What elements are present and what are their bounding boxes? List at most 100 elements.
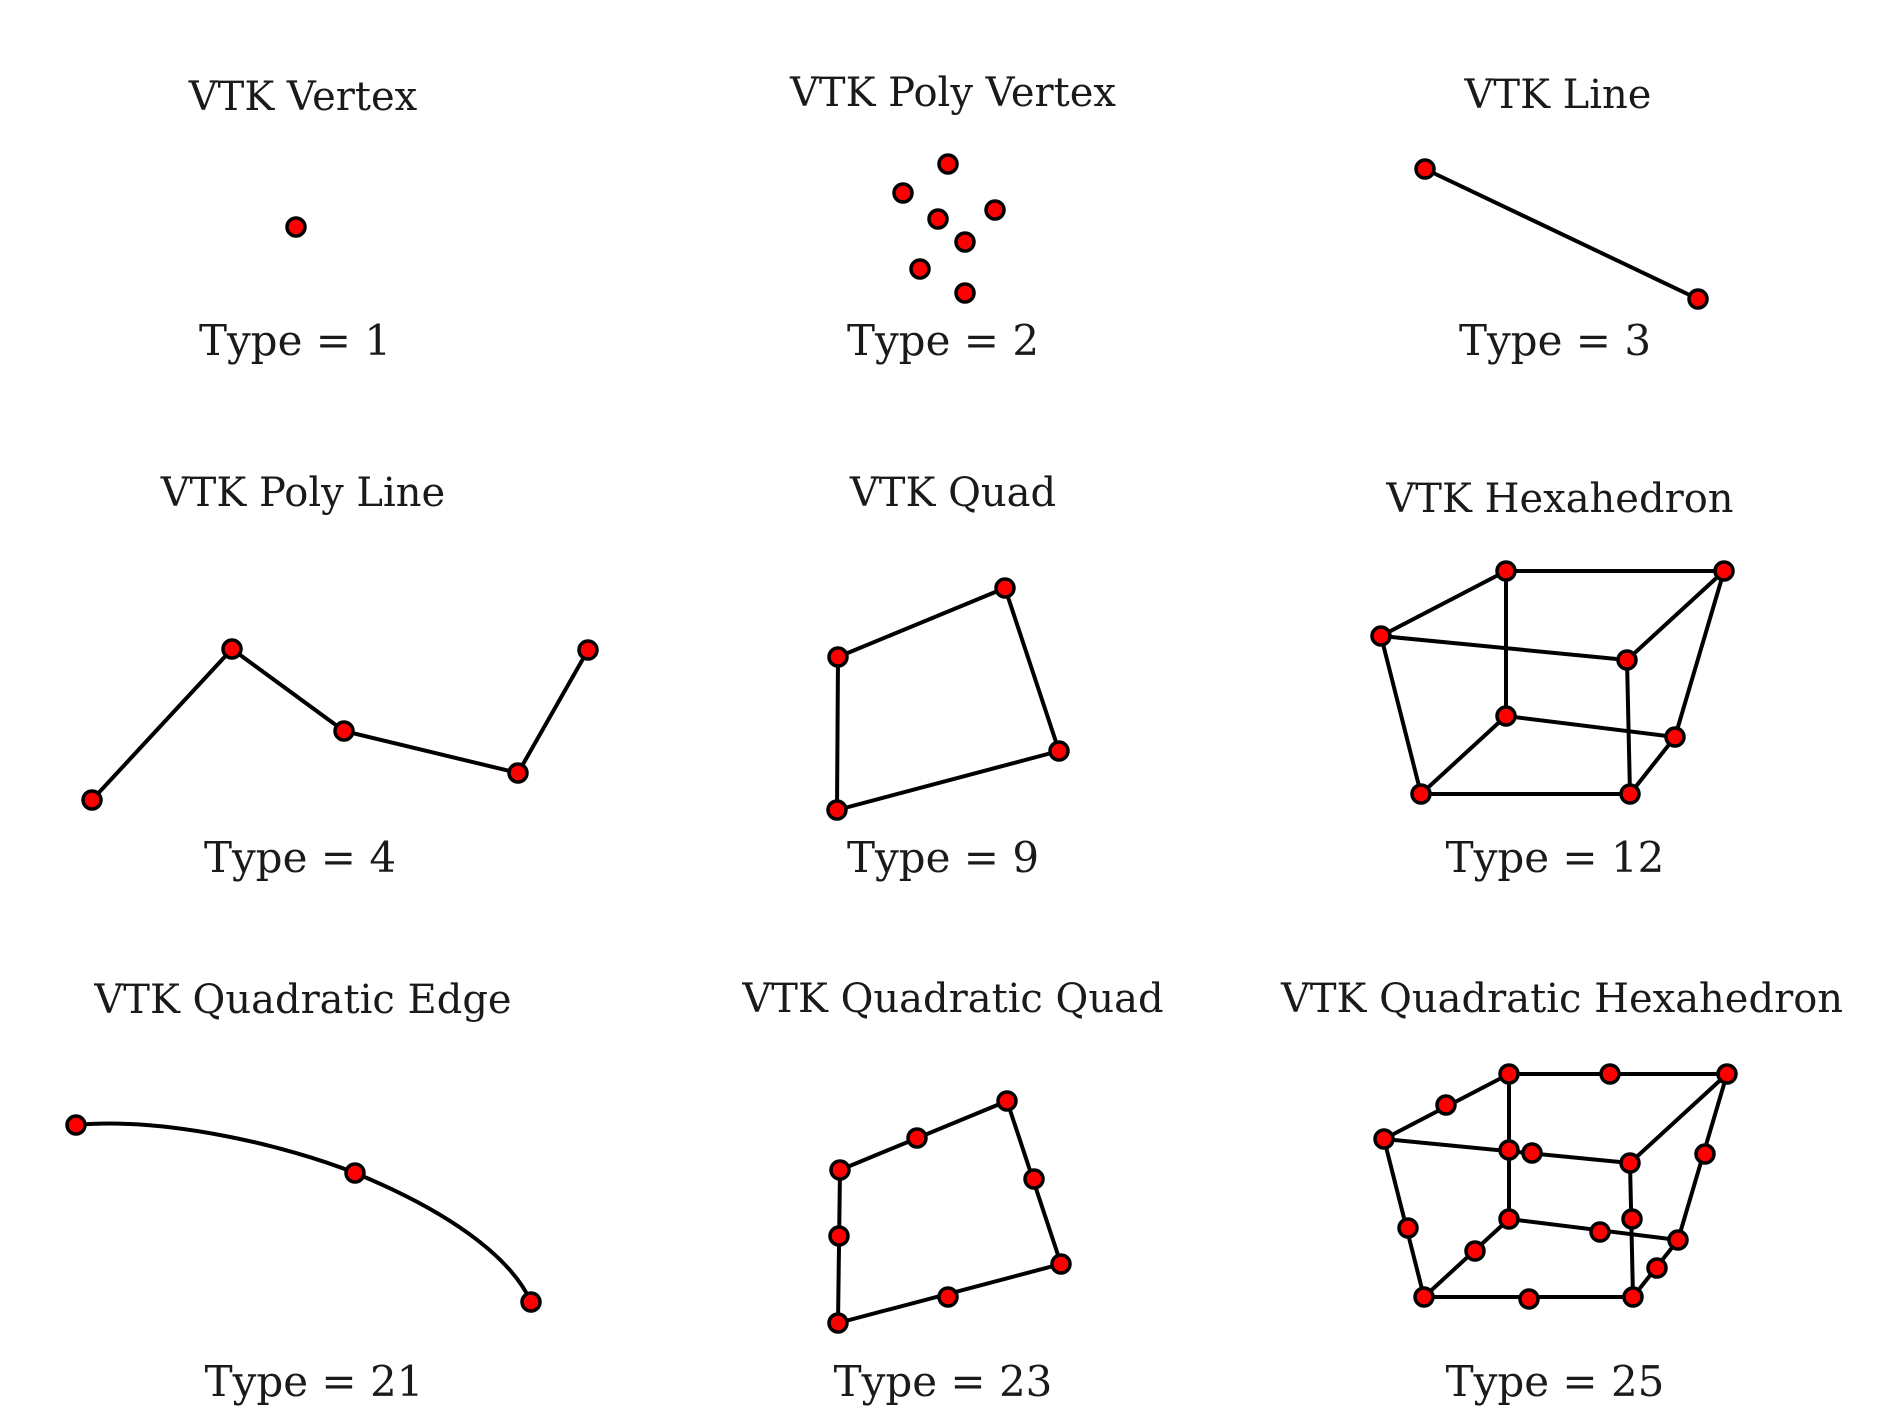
node bbox=[1716, 1063, 1738, 1085]
node bbox=[1619, 1152, 1641, 1174]
edge bbox=[1504, 714, 1677, 739]
node bbox=[994, 577, 1016, 599]
node bbox=[909, 258, 931, 280]
node bbox=[1694, 1143, 1716, 1165]
node bbox=[333, 720, 355, 742]
cell-title: VTK Line bbox=[1464, 72, 1652, 118]
node bbox=[1518, 1288, 1540, 1310]
node bbox=[65, 1114, 87, 1136]
cell-type-label: Type = 9 bbox=[847, 833, 1039, 882]
cell-title: VTK Quadratic Edge bbox=[93, 977, 511, 1023]
cell-title: VTK Poly Vertex bbox=[789, 70, 1116, 116]
edge bbox=[1628, 1161, 1635, 1299]
edge bbox=[1419, 714, 1508, 796]
node bbox=[829, 1159, 851, 1181]
node bbox=[1435, 1094, 1457, 1116]
cell-quad: VTK Quad Type = 9 bbox=[826, 470, 1070, 882]
cell-title: VTK Poly Line bbox=[160, 470, 445, 516]
node bbox=[1397, 1217, 1419, 1239]
node bbox=[1370, 625, 1392, 647]
edge bbox=[1673, 569, 1726, 739]
cell-figure bbox=[826, 577, 1070, 821]
node bbox=[1498, 1139, 1520, 1161]
edge bbox=[1628, 735, 1677, 796]
cell-figure bbox=[892, 153, 1006, 304]
edge bbox=[1379, 569, 1508, 638]
node bbox=[285, 216, 307, 238]
node bbox=[1619, 783, 1641, 805]
edge bbox=[1625, 569, 1726, 662]
cell-poly-vertex: VTK Poly Vertex Type = 2 bbox=[789, 70, 1116, 365]
cell-figure bbox=[65, 1114, 542, 1313]
node bbox=[520, 1291, 542, 1313]
node bbox=[1667, 1229, 1689, 1251]
node bbox=[1664, 726, 1686, 748]
node bbox=[1048, 740, 1070, 762]
edge bbox=[74, 1121, 533, 1304]
cell-type-label: Type = 4 bbox=[204, 833, 396, 882]
node bbox=[1616, 649, 1638, 671]
node bbox=[1687, 288, 1709, 310]
node bbox=[577, 639, 599, 661]
cell-poly-line: VTK Poly Line Type = 4 bbox=[81, 470, 599, 882]
node bbox=[927, 208, 949, 230]
node bbox=[1498, 1063, 1520, 1085]
node bbox=[1621, 1208, 1643, 1230]
node bbox=[1413, 1286, 1435, 1308]
cell-figure bbox=[1414, 158, 1709, 310]
cell-type-label: Type = 3 bbox=[1459, 316, 1651, 365]
node bbox=[937, 1286, 959, 1308]
edge bbox=[1628, 1072, 1729, 1165]
cell-figure bbox=[827, 1090, 1072, 1334]
node bbox=[1713, 560, 1735, 582]
node bbox=[1023, 1168, 1045, 1190]
cell-quadratic-hexahedron: VTK Quadratic Hexahedron Type = 25 bbox=[1280, 976, 1843, 1406]
node bbox=[1464, 1240, 1486, 1262]
node bbox=[1050, 1253, 1072, 1275]
cell-figure bbox=[1370, 560, 1735, 805]
node bbox=[906, 1127, 928, 1149]
node bbox=[1495, 705, 1517, 727]
cell-type-label: Type = 23 bbox=[834, 1357, 1053, 1406]
node bbox=[1646, 1257, 1668, 1279]
cell-vertex: VTK Vertex Type = 1 bbox=[188, 74, 418, 365]
cell-title: VTK Vertex bbox=[188, 74, 418, 120]
node bbox=[507, 762, 529, 784]
node bbox=[826, 799, 848, 821]
cell-figure bbox=[285, 216, 307, 238]
node bbox=[1599, 1063, 1621, 1085]
node bbox=[1414, 158, 1436, 180]
cell-title: VTK Hexahedron bbox=[1385, 476, 1733, 522]
cell-title: VTK Quadratic Hexahedron bbox=[1280, 976, 1843, 1022]
edge bbox=[1382, 1137, 1426, 1299]
edge bbox=[1422, 1217, 1511, 1299]
cell-quadratic-edge: VTK Quadratic Edge Type = 21 bbox=[65, 977, 542, 1406]
node bbox=[1622, 1286, 1644, 1308]
cell-line: VTK Line Type = 3 bbox=[1414, 72, 1709, 365]
cell-type-label: Type = 2 bbox=[847, 316, 1039, 365]
cell-title: VTK Quad bbox=[849, 470, 1056, 516]
node bbox=[827, 646, 849, 668]
node bbox=[954, 282, 976, 304]
node bbox=[1521, 1142, 1543, 1164]
node bbox=[81, 789, 103, 811]
node bbox=[221, 638, 243, 660]
node bbox=[827, 1312, 849, 1334]
edge bbox=[1423, 167, 1700, 301]
node bbox=[984, 199, 1006, 221]
cell-type-label: Type = 12 bbox=[1446, 833, 1665, 882]
cell-type-label: Type = 21 bbox=[205, 1357, 424, 1406]
node bbox=[954, 231, 976, 253]
edge bbox=[1379, 634, 1629, 662]
cell-title: VTK Quadratic Quad bbox=[741, 976, 1163, 1022]
node bbox=[996, 1090, 1018, 1112]
node bbox=[344, 1162, 366, 1184]
edge bbox=[1625, 658, 1632, 796]
node bbox=[892, 182, 914, 204]
cell-figure bbox=[1373, 1063, 1738, 1310]
node bbox=[1373, 1128, 1395, 1150]
cell-type-label: Type = 25 bbox=[1446, 1357, 1665, 1406]
node bbox=[937, 153, 959, 175]
node bbox=[1498, 1208, 1520, 1230]
